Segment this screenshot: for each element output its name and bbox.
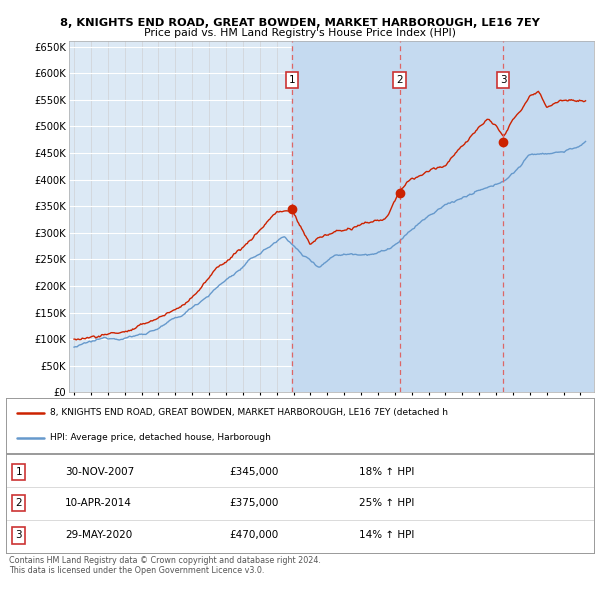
Text: 30-NOV-2007: 30-NOV-2007 [65,467,134,477]
Text: 29-MAY-2020: 29-MAY-2020 [65,530,132,540]
Text: 10-APR-2014: 10-APR-2014 [65,499,131,508]
Text: 8, KNIGHTS END ROAD, GREAT BOWDEN, MARKET HARBOROUGH, LE16 7EY (detached h: 8, KNIGHTS END ROAD, GREAT BOWDEN, MARKE… [50,408,448,417]
Text: 3: 3 [16,530,22,540]
Text: Price paid vs. HM Land Registry's House Price Index (HPI): Price paid vs. HM Land Registry's House … [144,28,456,38]
Text: This data is licensed under the Open Government Licence v3.0.: This data is licensed under the Open Gov… [9,566,265,575]
Text: 2: 2 [16,499,22,508]
Text: 3: 3 [500,75,506,85]
Text: 8, KNIGHTS END ROAD, GREAT BOWDEN, MARKET HARBOROUGH, LE16 7EY: 8, KNIGHTS END ROAD, GREAT BOWDEN, MARKE… [60,18,540,28]
Text: £375,000: £375,000 [229,499,279,508]
Text: 18% ↑ HPI: 18% ↑ HPI [359,467,414,477]
Text: Contains HM Land Registry data © Crown copyright and database right 2024.: Contains HM Land Registry data © Crown c… [9,556,321,565]
Text: 2: 2 [396,75,403,85]
Bar [292,41,594,392]
Text: 14% ↑ HPI: 14% ↑ HPI [359,530,414,540]
Text: 25% ↑ HPI: 25% ↑ HPI [359,499,414,508]
Bar [292,41,594,392]
Text: 1: 1 [16,467,22,477]
Text: HPI: Average price, detached house, Harborough: HPI: Average price, detached house, Harb… [50,434,271,442]
Text: £470,000: £470,000 [229,530,278,540]
Text: 1: 1 [289,75,295,85]
Text: £345,000: £345,000 [229,467,279,477]
